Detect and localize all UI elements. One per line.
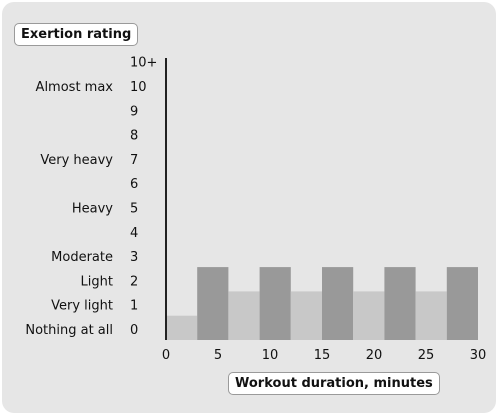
y-tick-number-0: 0: [130, 323, 138, 338]
bar-1: [197, 267, 229, 340]
y-tick-label-10: Almost max: [36, 80, 114, 95]
y-tick-number-8: 8: [130, 129, 138, 144]
x-axis-title: Workout duration, minutes: [228, 372, 440, 395]
y-tick-number-6: 6: [130, 177, 138, 192]
y-tick-number-1: 1: [130, 299, 138, 314]
y-axis-title: Exertion rating: [14, 23, 139, 46]
y-tick-label-3: Moderate: [51, 250, 113, 265]
y-tick-label-5: Heavy: [72, 202, 113, 217]
bar-2: [228, 291, 260, 340]
bar-3: [259, 267, 291, 340]
y-tick-number-11: 10+: [130, 56, 157, 71]
x-tick-label-0: 0: [162, 348, 170, 363]
y-tick-number-2: 2: [130, 274, 138, 289]
bar-4: [290, 291, 322, 340]
y-tick-label-2: Light: [81, 274, 113, 289]
y-tick-number-3: 3: [130, 250, 138, 265]
bar-6: [353, 291, 385, 340]
y-tick-number-7: 7: [130, 153, 138, 168]
chart-panel: [2, 2, 496, 413]
bar-0: [166, 315, 198, 340]
y-tick-number-9: 9: [130, 104, 138, 119]
x-tick-label-3: 15: [314, 348, 331, 363]
x-tick-label-1: 5: [214, 348, 222, 363]
x-tick-label-5: 25: [418, 348, 435, 363]
y-tick-number-4: 4: [130, 226, 138, 241]
bar-7: [384, 267, 416, 340]
y-tick-label-0: Nothing at all: [25, 323, 113, 338]
y-tick-number-5: 5: [130, 202, 138, 217]
y-tick-labels: 0 Nothing at all 1 Very light 2 Light 3 Moderat…: [25, 56, 157, 338]
bars-layer: [166, 267, 478, 340]
x-tick-labels: 0 5 10 15 20 25 30: [162, 348, 486, 363]
x-tick-label-2: 10: [262, 348, 279, 363]
y-tick-label-1: Very light: [51, 299, 113, 314]
y-tick-label-7: Very heavy: [40, 153, 113, 168]
bar-5: [322, 267, 354, 340]
bar-8: [415, 291, 447, 340]
bar-9: [446, 267, 478, 340]
x-tick-label-6: 30: [470, 348, 487, 363]
y-tick-number-10: 10: [130, 80, 147, 95]
x-tick-label-4: 20: [366, 348, 383, 363]
